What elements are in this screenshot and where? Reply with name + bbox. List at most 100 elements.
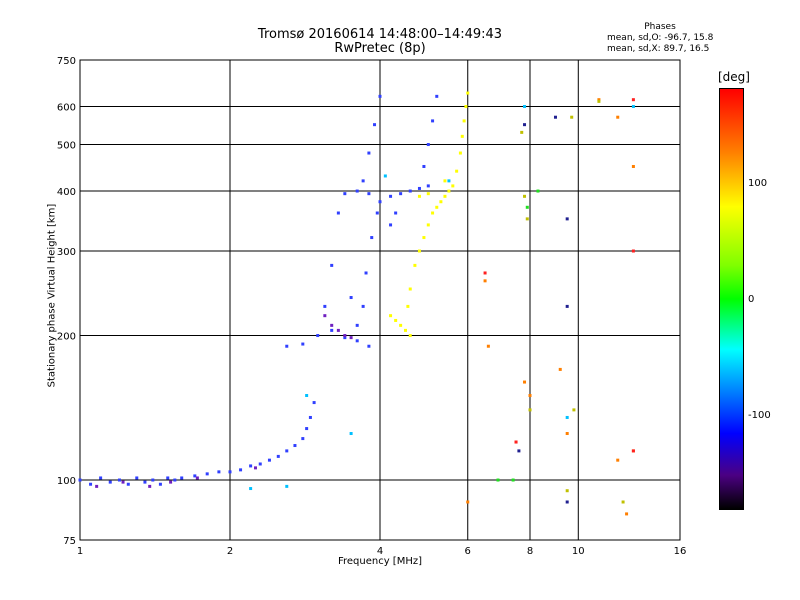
- data-point: [143, 480, 147, 484]
- chart-title: Tromsø 20160614 14:48:00–14:49:43: [257, 27, 503, 42]
- data-point: [435, 94, 439, 98]
- grid-lines: [80, 60, 680, 540]
- data-point: [597, 99, 601, 103]
- data-point: [439, 200, 443, 204]
- data-point: [249, 487, 253, 491]
- data-point: [496, 478, 500, 482]
- data-point: [625, 512, 629, 516]
- data-point: [466, 91, 470, 95]
- data-point: [520, 130, 524, 134]
- data-point: [389, 223, 393, 227]
- data-point: [249, 464, 253, 468]
- data-point: [458, 151, 462, 155]
- data-point: [166, 476, 170, 480]
- data-point: [367, 344, 371, 348]
- data-point: [466, 500, 470, 504]
- data-point: [383, 174, 387, 178]
- y-tick-label: 400: [57, 187, 76, 198]
- data-point: [180, 476, 184, 480]
- data-point: [361, 304, 365, 308]
- y-tick-label: 100: [57, 476, 76, 487]
- data-point: [330, 328, 334, 332]
- data-point: [364, 271, 368, 275]
- data-point: [305, 394, 309, 398]
- data-point: [312, 401, 316, 405]
- data-point: [316, 334, 320, 338]
- data-point: [285, 484, 289, 488]
- y-tick-labels: 75 100 200 300 400 500 600 750: [57, 56, 76, 547]
- data-point: [378, 200, 382, 204]
- data-point: [367, 192, 371, 196]
- data-point: [323, 314, 327, 318]
- data-point: [361, 179, 365, 183]
- x-tick-label: 2: [227, 546, 233, 557]
- data-point: [451, 184, 455, 188]
- data-point: [355, 323, 359, 327]
- data-point: [455, 169, 459, 173]
- data-point: [253, 466, 257, 470]
- y-tick-label: 600: [57, 103, 76, 114]
- data-point: [301, 437, 305, 441]
- data-point: [349, 432, 353, 436]
- data-point: [228, 470, 232, 474]
- data-point: [460, 134, 464, 138]
- data-point: [394, 318, 398, 322]
- x-tick-label: 8: [527, 546, 533, 557]
- data-point: [565, 304, 569, 308]
- data-point: [378, 94, 382, 98]
- data-point: [355, 189, 359, 193]
- data-point: [195, 476, 199, 480]
- data-point: [135, 476, 139, 480]
- data-point: [406, 304, 410, 308]
- data-point: [523, 105, 527, 109]
- x-axis-label: Frequency [MHz]: [337, 556, 423, 567]
- data-point: [514, 440, 518, 444]
- x-tick-labels: 1 2 4 6 8 10 16: [77, 546, 687, 557]
- data-point: [205, 472, 209, 476]
- data-point: [148, 484, 152, 488]
- data-point: [447, 189, 451, 193]
- data-point: [565, 432, 569, 436]
- stats-o-mode: mean, sd,O: -96.7, 15.8: [607, 33, 714, 43]
- colorbar-unit-label: [deg]: [718, 70, 750, 84]
- x-tick-label: 1: [77, 546, 83, 557]
- data-point: [565, 217, 569, 221]
- stats-x-mode: mean, sd,X: 89.7, 16.5: [607, 44, 710, 54]
- data-point: [464, 105, 468, 109]
- data-point: [95, 484, 99, 488]
- data-point: [389, 194, 393, 198]
- data-point: [193, 474, 197, 478]
- y-tick-label: 75: [63, 536, 76, 547]
- data-point: [217, 470, 221, 474]
- data-point: [343, 336, 347, 340]
- y-tick-label: 300: [57, 247, 76, 258]
- data-point: [408, 189, 412, 193]
- data-point: [336, 211, 340, 215]
- y-tick-label: 500: [57, 141, 76, 152]
- data-point: [631, 164, 635, 168]
- data-point: [343, 192, 347, 196]
- data-point: [536, 189, 540, 193]
- data-point: [375, 211, 379, 215]
- y-tick-label: 750: [57, 56, 76, 67]
- data-point: [308, 415, 312, 419]
- chart-subtitle: RwPretec (8p): [334, 41, 426, 56]
- data-point: [408, 334, 412, 338]
- data-point: [330, 323, 334, 327]
- data-point: [462, 119, 466, 123]
- y-tick-label: 200: [57, 332, 76, 343]
- data-point: [616, 115, 620, 119]
- data-point: [447, 179, 451, 183]
- data-points: [78, 91, 635, 516]
- x-tick-label: 10: [572, 546, 585, 557]
- data-point: [173, 478, 177, 482]
- data-point: [565, 415, 569, 419]
- data-point: [631, 105, 635, 109]
- data-point: [389, 314, 393, 318]
- data-point: [349, 336, 353, 340]
- data-point: [301, 342, 305, 346]
- data-point: [413, 263, 417, 267]
- data-point: [117, 478, 121, 482]
- data-point: [276, 454, 280, 458]
- data-point: [417, 249, 421, 253]
